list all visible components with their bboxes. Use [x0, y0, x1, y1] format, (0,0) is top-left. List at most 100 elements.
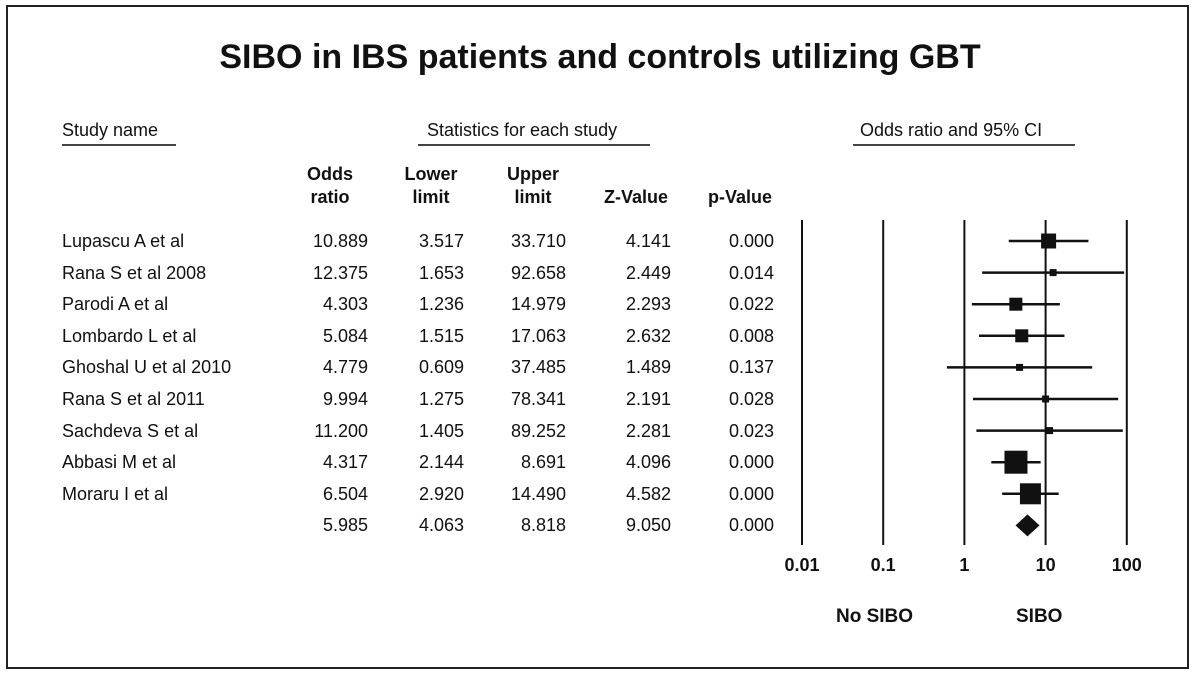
cell-z-value: 2.449	[625, 262, 671, 283]
cell-lower-limit: 1.275	[418, 389, 464, 409]
cell-z-value: 2.281	[625, 420, 671, 441]
study-name: Parodi A et al	[62, 294, 169, 315]
cell-upper-limit: 8.691	[520, 452, 566, 473]
cell-odds-ratio: 12.375	[312, 262, 368, 283]
tick-label: 1	[959, 555, 969, 575]
col-header-z-value: Z-Value	[603, 187, 669, 207]
cell-lower-limit: 1.653	[418, 262, 464, 283]
study-name: Rana S et al 2011	[62, 389, 205, 409]
cell-upper-limit: 14.490	[510, 483, 566, 504]
odds-ci-header: Odds ratio and 95% CI	[860, 120, 1043, 140]
col-header-upper-line2: limit	[514, 187, 552, 207]
point-marker	[1042, 395, 1050, 403]
cell-lower-limit: 1.236	[418, 294, 464, 315]
cell-p-value: 0.028	[728, 389, 774, 409]
table-row: Lupascu A et al 10.889 3.517 33.710 4.141 0.0…	[0, 229, 790, 253]
cell-lower-limit: 2.920	[418, 483, 464, 504]
col-header-upper-line1: Upper	[506, 164, 559, 184]
cell-upper-limit: 8.818	[520, 515, 566, 536]
cell-upper-limit: 37.485	[510, 357, 566, 378]
tick-label: 0.1	[871, 555, 896, 575]
study-name: Lupascu A et al	[62, 231, 185, 251]
cell-z-value: 2.293	[625, 294, 671, 315]
cell-odds-ratio: 10.889	[312, 231, 368, 251]
cell-odds-ratio: 11.200	[314, 420, 368, 441]
cell-lower-limit: 3.517	[418, 231, 464, 251]
cell-p-value: 0.008	[728, 325, 774, 346]
cell-odds-ratio: 5.084	[322, 325, 368, 346]
cell-upper-limit: 14.979	[510, 294, 566, 315]
cell-upper-limit: 78.341	[510, 389, 566, 409]
cell-p-value: 0.023	[728, 420, 774, 441]
statistics-underline	[418, 144, 650, 146]
cell-p-value: 0.000	[728, 231, 774, 251]
table-row: Lombardo L et al 5.084 1.515 17.063 2.632 0.0…	[0, 324, 790, 348]
statistics-header: Statistics for each study	[427, 120, 618, 140]
point-marker	[1041, 233, 1057, 249]
point-marker	[1015, 329, 1029, 343]
study-name: Sachdeva S et al	[62, 420, 199, 441]
table-row: Rana S et al 2011 9.994 1.275 78.341 2.191 0.…	[0, 387, 790, 411]
tick-label: 0.01	[784, 555, 819, 575]
cell-p-value: 0.000	[728, 483, 774, 504]
cell-odds-ratio: 5.985	[322, 515, 368, 536]
col-header-odds-ratio: Odds ratio	[295, 163, 365, 209]
point-marker	[1016, 363, 1024, 371]
table-row: Moraru I et al 6.504 2.920 14.490 4.582 0.000	[0, 482, 790, 506]
cell-upper-limit: 33.710	[510, 231, 566, 251]
study-name: Ghoshal U et al 2010	[62, 357, 232, 378]
cell-p-value: 0.022	[728, 294, 774, 315]
odds-ci-underline	[853, 144, 1075, 146]
col-header-upper-limit: Upper limit	[495, 163, 571, 209]
cell-upper-limit: 17.063	[510, 325, 566, 346]
point-marker	[1049, 269, 1057, 277]
col-header-odds-line2: ratio	[310, 187, 350, 207]
study-name: Abbasi M et al	[62, 452, 177, 473]
cell-odds-ratio: 6.504	[322, 483, 368, 504]
cell-odds-ratio: 4.779	[322, 357, 368, 378]
study-name: Lombardo L et al	[62, 325, 197, 346]
summary-diamond	[1015, 514, 1040, 537]
study-name: Moraru I et al	[62, 483, 169, 504]
cell-z-value: 2.632	[625, 325, 671, 346]
col-header-lower-line1: Lower	[404, 164, 458, 184]
cell-z-value: 4.582	[625, 483, 671, 504]
cell-z-value: 4.096	[625, 452, 671, 473]
footer-sibo: SIBO	[1016, 606, 1063, 627]
cell-odds-ratio: 9.994	[322, 389, 368, 409]
point-marker	[1019, 483, 1041, 505]
cell-odds-ratio: 4.317	[322, 452, 368, 473]
footer-no-sibo: No SIBO	[836, 606, 914, 627]
table-row: Sachdeva S et al 11.200 1.405 89.252 2.281 0.…	[0, 419, 790, 443]
point-marker	[1009, 297, 1023, 311]
cell-lower-limit: 4.063	[418, 515, 464, 536]
cell-lower-limit: 2.144	[418, 452, 464, 473]
cell-z-value: 9.050	[625, 515, 671, 536]
cell-z-value: 4.141	[625, 231, 671, 251]
col-header-p-value: p-Value	[707, 187, 773, 207]
point-marker	[1046, 427, 1054, 435]
cell-z-value: 2.191	[625, 389, 671, 409]
cell-p-value: 0.137	[728, 357, 774, 378]
study-name: Rana S et al 2008	[62, 262, 207, 283]
summary-row: 5.985 4.063 8.818 9.050 0.000	[0, 513, 790, 537]
chart-title: SIBO in IBS patients and controls utiliz…	[219, 38, 981, 76]
cell-p-value: 0.014	[728, 262, 774, 283]
cell-upper-limit: 92.658	[510, 262, 566, 283]
col-header-odds-line1: Odds	[306, 164, 353, 184]
figure-frame	[6, 5, 1189, 669]
cell-lower-limit: 1.515	[418, 325, 464, 346]
study-name-header: Study name	[62, 120, 159, 140]
cell-odds-ratio: 4.303	[322, 294, 368, 315]
col-header-lower-line2: limit	[412, 187, 450, 207]
cell-p-value: 0.000	[728, 452, 774, 473]
tick-label: 100	[1112, 555, 1142, 575]
table-row: Rana S et al 2008 12.375 1.653 92.658 2.449 0…	[0, 261, 790, 285]
cell-p-value: 0.000	[728, 515, 774, 536]
study-name-underline	[62, 144, 176, 146]
tick-label: 10	[1036, 555, 1056, 575]
cell-lower-limit: 1.405	[418, 420, 464, 441]
table-row: Abbasi M et al 4.317 2.144 8.691 4.096 0.000	[0, 450, 790, 474]
cell-z-value: 1.489	[625, 357, 671, 378]
